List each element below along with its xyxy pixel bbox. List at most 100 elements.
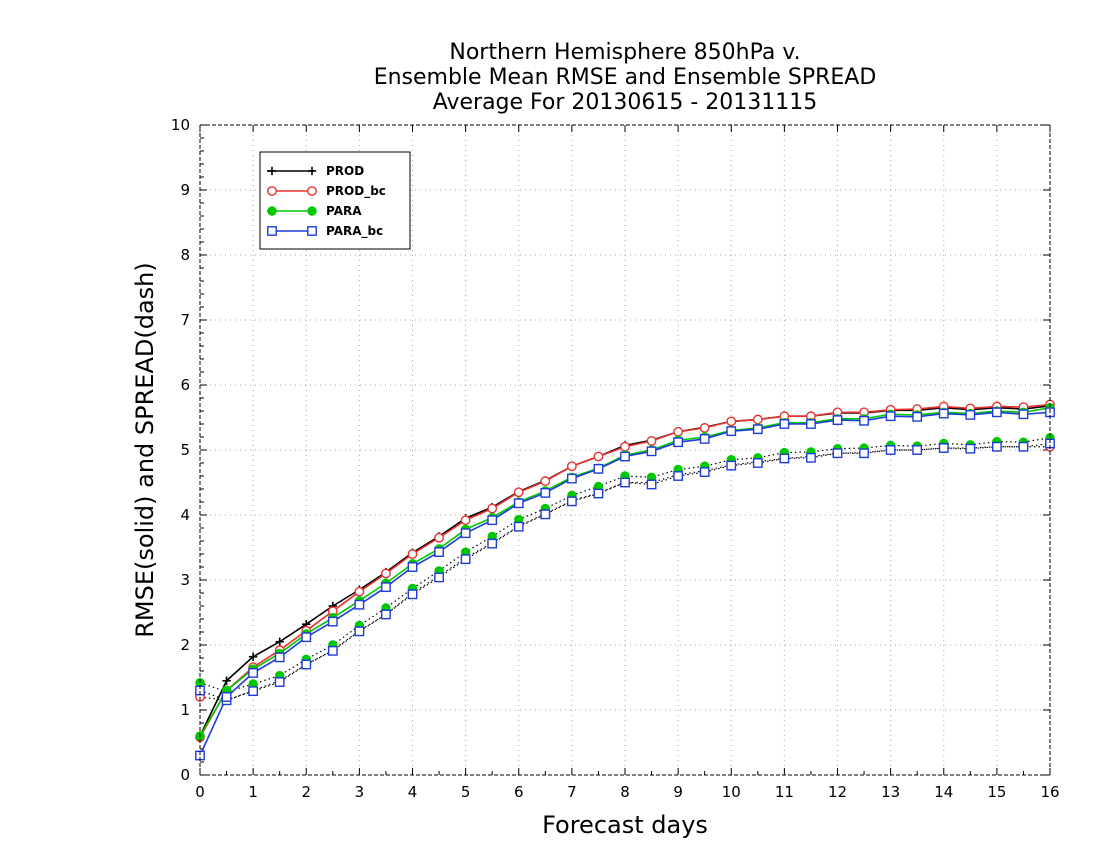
legend: PROD PROD_bc PARA PARA_bc	[259, 151, 411, 250]
rmse-point-PROD_bc	[381, 568, 391, 579]
chart-title: Northern Hemisphere 850hPa v. Ensemble M…	[374, 40, 877, 115]
title-line-2: Ensemble Mean RMSE and Ensemble SPREAD	[374, 65, 877, 90]
rmse-point-PROD	[248, 652, 258, 661]
rmse-point-PARA_bc	[434, 547, 444, 557]
spread-point-PARA_bc	[620, 477, 630, 488]
spread-point-PARA_bc	[938, 443, 949, 453]
legend-marker	[267, 206, 277, 216]
rmse-point-PARA_bc	[566, 473, 577, 484]
rmse-point-PROD_bc	[699, 422, 710, 433]
x-tick-label: 2	[301, 783, 311, 801]
rmse-point-PROD_bc	[593, 451, 604, 462]
spread-point-PARA_bc	[726, 460, 737, 471]
legend-marker	[267, 186, 277, 196]
spread-point-PARA_bc	[274, 677, 285, 687]
spread-point-PARA_bc	[779, 453, 790, 464]
rmse-point-PARA_bc	[1018, 409, 1029, 420]
y-tick-label: 3	[180, 571, 190, 589]
rmse-point-PROD_bc	[407, 549, 418, 559]
y-tick-label: 10	[171, 116, 190, 134]
x-tick-label: 14	[934, 783, 953, 801]
legend-box	[259, 151, 411, 250]
rmse-point-PARA_bc	[938, 408, 949, 419]
y-tick-label: 0	[180, 766, 190, 784]
rmse-point-PARA_bc	[407, 562, 418, 572]
spread-point-PARA_bc	[487, 538, 498, 549]
x-tick-label: 15	[987, 783, 1006, 801]
spread-point-PARA_bc	[859, 448, 869, 459]
legend-marker	[267, 226, 277, 236]
legend-marker	[307, 206, 317, 216]
x-tick-label: 0	[195, 783, 205, 801]
spread-point-PARA_bc	[434, 572, 444, 583]
series-PARA_bc	[195, 407, 1055, 761]
legend-item-PROD: PROD	[267, 164, 364, 178]
y-tick-label: 9	[180, 181, 190, 199]
legend-label: PARA_bc	[326, 224, 383, 239]
spread-point-PARA_bc	[460, 554, 471, 565]
x-tick-label: 7	[567, 783, 577, 801]
spread-point-PARA_bc	[381, 609, 391, 620]
x-tick-label: 3	[355, 783, 365, 801]
rmse-point-PARA_bc	[327, 616, 338, 627]
legend-item-PARA: PARA	[267, 204, 362, 218]
spread-point-PARA_bc	[832, 448, 843, 459]
y-tick-label: 4	[180, 506, 190, 524]
rmse-point-PARA_bc	[885, 411, 896, 422]
spread-point-PARA_bc	[407, 589, 418, 600]
rmse-point-PROD_bc	[726, 416, 737, 427]
y-tick-label: 2	[180, 636, 190, 654]
rmse-point-PROD_bc	[673, 426, 684, 437]
rmse-point-PARA_bc	[699, 434, 710, 444]
spread-point-PARA_bc	[566, 496, 577, 507]
spread-point-PARA_bc	[752, 458, 763, 468]
rmse-point-PARA_bc	[301, 632, 312, 643]
legend-marker	[307, 186, 317, 196]
rmse-point-PARA_bc	[593, 463, 604, 474]
title-line-1: Northern Hemisphere 850hPa v.	[449, 40, 800, 65]
rmse-point-PARA_bc	[752, 424, 763, 435]
rmse-point-PARA_bc	[646, 446, 657, 457]
spread-point-PARA_bc	[593, 488, 604, 499]
legend-label: PROD	[326, 164, 364, 178]
legend-item-PARA_bc: PARA_bc	[267, 224, 383, 239]
x-tick-label: 11	[775, 783, 794, 801]
rmse-point-PARA_bc	[832, 415, 843, 425]
y-tick-label: 8	[180, 246, 190, 264]
rmse-point-PARA_bc	[991, 407, 1002, 418]
spread-point-PARA_bc	[327, 645, 338, 656]
x-tick-label: 8	[620, 783, 630, 801]
spread-point-PARA_bc	[513, 521, 524, 532]
x-axis-label: Forecast days	[542, 811, 708, 839]
x-tick-labels: 0 1 2 3 4 5 6 7 8 9 10 11 12 13 14 15 16	[195, 783, 1059, 801]
spread-line-PROD_bc	[199, 446, 1050, 701]
legend-marker	[307, 166, 317, 176]
rmse-point-PARA_bc	[859, 415, 869, 426]
rmse-point-PARA_bc	[381, 582, 391, 593]
legend-label: PROD_bc	[326, 184, 386, 199]
spread-point-PARA_bc	[806, 452, 816, 463]
x-tick-label: 13	[881, 783, 900, 801]
spread-line-PARA	[199, 437, 1051, 693]
rmse-point-PARA_bc	[460, 528, 471, 539]
spread-point-PARA_bc	[912, 445, 923, 455]
y-tick-label: 5	[180, 441, 190, 459]
x-tick-label: 9	[673, 783, 683, 801]
x-tick-label: 16	[1040, 783, 1059, 801]
rmse-point-PARA_bc	[806, 419, 816, 429]
spread-point-PARA_bc	[646, 479, 657, 490]
rmse-point-PROD_bc	[646, 435, 657, 446]
rmse-point-PARA_bc	[487, 515, 498, 526]
rmse-point-PROD_bc	[354, 586, 365, 597]
spread-point-PARA_bc	[248, 686, 259, 697]
rmse-point-PROD	[275, 637, 284, 646]
x-tick-label: 5	[461, 783, 471, 801]
y-tick-label: 1	[180, 701, 190, 719]
x-tick-label: 1	[248, 783, 258, 801]
spread-point-PARA_bc	[699, 467, 710, 477]
rmse-point-PARA_bc	[248, 668, 259, 678]
rmse-point-PARA_bc	[726, 426, 737, 437]
spread-point-PARA_bc	[1018, 441, 1029, 452]
legend-marker	[267, 166, 277, 176]
